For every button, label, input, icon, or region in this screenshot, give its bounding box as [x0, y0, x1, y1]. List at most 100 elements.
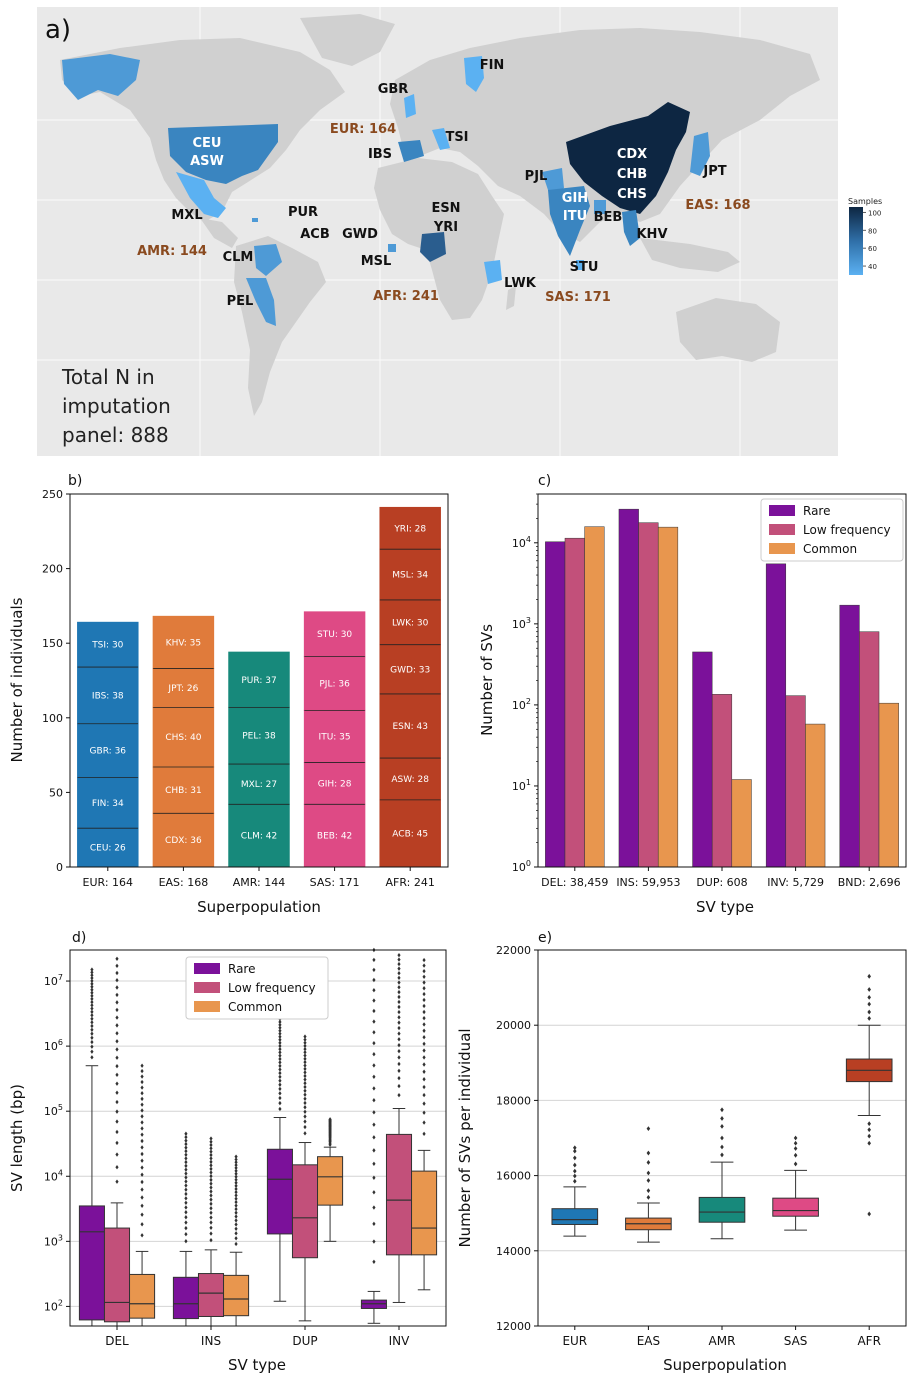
outlier-point: [422, 1028, 426, 1033]
outlier-point: [184, 1215, 188, 1220]
outlier-point: [372, 1122, 376, 1127]
stack-segment: [77, 621, 139, 668]
outlier-point: [278, 1086, 282, 1092]
spain-region: [398, 140, 424, 162]
y-tick-label: 150: [42, 637, 63, 650]
sri-lanka-region: [576, 260, 584, 270]
segment-label: FIN: 34: [92, 799, 124, 809]
japan-region: [690, 132, 710, 176]
bar: [618, 508, 639, 868]
outlier-point: [303, 1050, 307, 1055]
outlier-point: [372, 1008, 376, 1014]
stack-segment: [379, 548, 441, 601]
outlier-point: [646, 1188, 651, 1194]
outlier-point: [397, 1055, 401, 1060]
outlier-point: [422, 1077, 426, 1082]
outlier-point: [184, 1232, 188, 1237]
outlier-point: [278, 1056, 282, 1062]
y-tick-label: 103: [44, 1233, 63, 1248]
outlier-point: [303, 1056, 307, 1062]
outlier-point: [573, 1148, 577, 1154]
segment-label: JPT: 26: [167, 684, 198, 694]
panel-e-ylabel: Number of SVs per individual: [456, 1028, 474, 1247]
outlier-point: [115, 1000, 119, 1005]
outlier-point: [278, 1091, 282, 1096]
outlier-point: [209, 1215, 213, 1220]
outlier-point: [140, 1187, 144, 1192]
outlier-point: [234, 1180, 238, 1185]
outlier-point: [140, 1102, 144, 1107]
outlier-point: [372, 977, 376, 983]
outlier-point: [209, 1193, 213, 1198]
outlier-point: [303, 1092, 307, 1097]
stack-segment: [303, 709, 366, 764]
outlier-point: [573, 1168, 577, 1174]
y-tick-label: 104: [512, 535, 531, 550]
outlier-point: [397, 989, 401, 995]
outlier-point: [115, 1023, 119, 1028]
outlier-point: [422, 974, 426, 979]
x-tick-label: EAS: [637, 1334, 660, 1348]
outlier-point: [140, 1151, 144, 1157]
outlier-point: [209, 1173, 213, 1179]
outlier-point: [397, 999, 401, 1005]
segment-label: TSI: 30: [91, 641, 123, 651]
outlier-point: [140, 1079, 144, 1085]
box: [197, 1273, 225, 1317]
outlier-point: [372, 1030, 376, 1035]
bangladesh-region: [594, 200, 606, 214]
outlier-point: [140, 1172, 144, 1177]
legend-box: [760, 498, 904, 562]
segment-label: ACB: 45: [392, 829, 428, 839]
outlier-point: [209, 1197, 213, 1202]
outlier-point: [209, 1177, 213, 1183]
outlier-point: [184, 1171, 188, 1176]
central-america-land: [200, 218, 238, 248]
bar: [545, 541, 566, 868]
outlier-point: [184, 1131, 188, 1136]
outlier-point: [90, 1009, 94, 1015]
x-tick-label: AMR: [709, 1334, 736, 1348]
colorbar-gradient: [849, 207, 863, 275]
box: [317, 1156, 344, 1206]
outlier-point: [278, 1078, 282, 1083]
outlier-point: [372, 1074, 376, 1080]
outlier-point: [115, 1165, 119, 1170]
outlier-point: [303, 1037, 307, 1042]
outlier-point: [278, 1034, 282, 1039]
outlier-point: [303, 1034, 307, 1039]
outlier-point: [90, 1035, 94, 1040]
outlier-point: [115, 1179, 119, 1184]
outlier-point: [184, 1179, 188, 1184]
outlier-point: [209, 1149, 213, 1154]
pop-label-esn: ESN: [431, 201, 460, 216]
outlier-point: [234, 1236, 238, 1241]
outlier-point: [184, 1238, 188, 1244]
outlier-point: [303, 1131, 307, 1136]
outlier-point: [115, 1099, 119, 1105]
bar: [711, 694, 733, 868]
outlier-point: [184, 1145, 188, 1150]
outlier-point: [397, 1031, 401, 1036]
outlier-point: [115, 1140, 119, 1146]
outlier-point: [140, 1120, 144, 1125]
legend-box: [185, 956, 329, 1020]
bar: [805, 723, 826, 868]
stack-segment: [152, 615, 215, 670]
outlier-point: [646, 1126, 651, 1131]
segment-label: LWK: 30: [392, 618, 429, 628]
outlier-point: [140, 1145, 144, 1150]
outlier-point: [303, 1119, 307, 1124]
panel-a-map: FIN GBR TSI IBS CEU ASW MXL PUR ACB GWD …: [37, 7, 882, 456]
pop-label-gbr: GBR: [378, 82, 409, 97]
outlier-point: [372, 998, 376, 1003]
outlier-point: [278, 1100, 282, 1106]
outlier-point: [234, 1165, 238, 1171]
segment-label: CHB: 31: [165, 786, 202, 796]
outlier-point: [867, 1133, 871, 1139]
colombia-region: [254, 244, 282, 276]
panel-label-b: b): [68, 473, 82, 489]
segment-label: CEU: 26: [90, 844, 126, 854]
pop-label-gwd: GWD: [342, 227, 378, 242]
india-region: [548, 186, 590, 256]
